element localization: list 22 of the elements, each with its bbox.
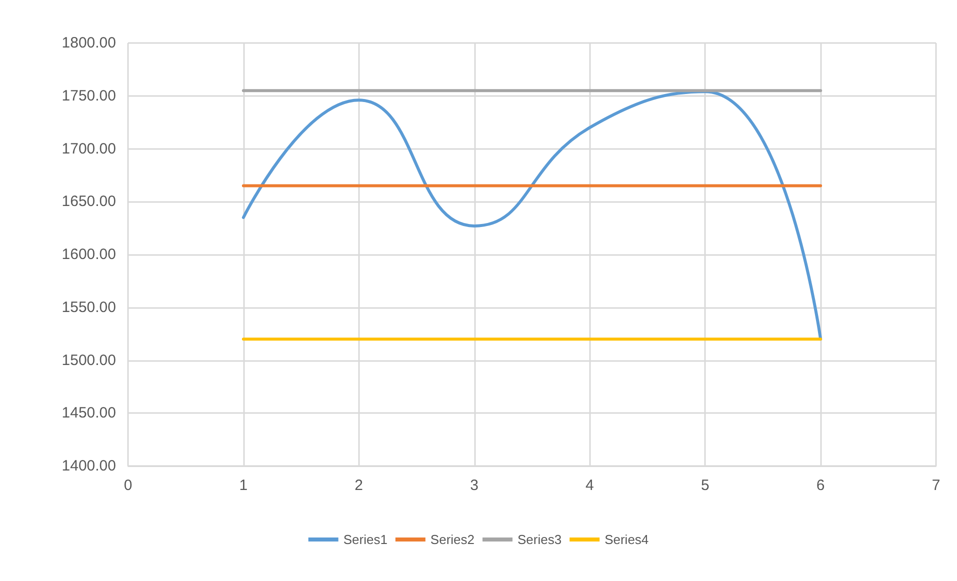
legend-label: Series1 — [343, 532, 388, 547]
line-series — [242, 90, 822, 341]
y-tick-label: 1400.00 — [62, 458, 116, 474]
y-tick-label: 1550.00 — [62, 298, 116, 316]
legend-label: Series2 — [430, 532, 474, 547]
x-tick-label: 6 — [816, 477, 825, 494]
x-tick-label: 2 — [354, 477, 364, 494]
x-tick-label: 7 — [932, 477, 940, 494]
x-tick-label: 5 — [700, 477, 710, 494]
x-tick-label: 4 — [586, 477, 594, 494]
y-tick-label: 1500.00 — [62, 352, 116, 369]
x-tick-label: 1 — [239, 477, 248, 494]
y-tick-label: 1700.00 — [62, 140, 116, 158]
x-tick-label: 3 — [470, 477, 478, 494]
legend-label: Series4 — [604, 532, 649, 547]
y-tick-label: 1450.00 — [62, 404, 116, 422]
x-tick-label: 0 — [124, 477, 132, 494]
y-tick-label: 1800.00 — [62, 34, 116, 52]
y-tick-label: 1600.00 — [62, 246, 116, 263]
y-tick-label: 1750.00 — [62, 87, 116, 104]
y-tick-label: 1650.00 — [62, 193, 116, 210]
legend-label: Series3 — [518, 532, 562, 547]
